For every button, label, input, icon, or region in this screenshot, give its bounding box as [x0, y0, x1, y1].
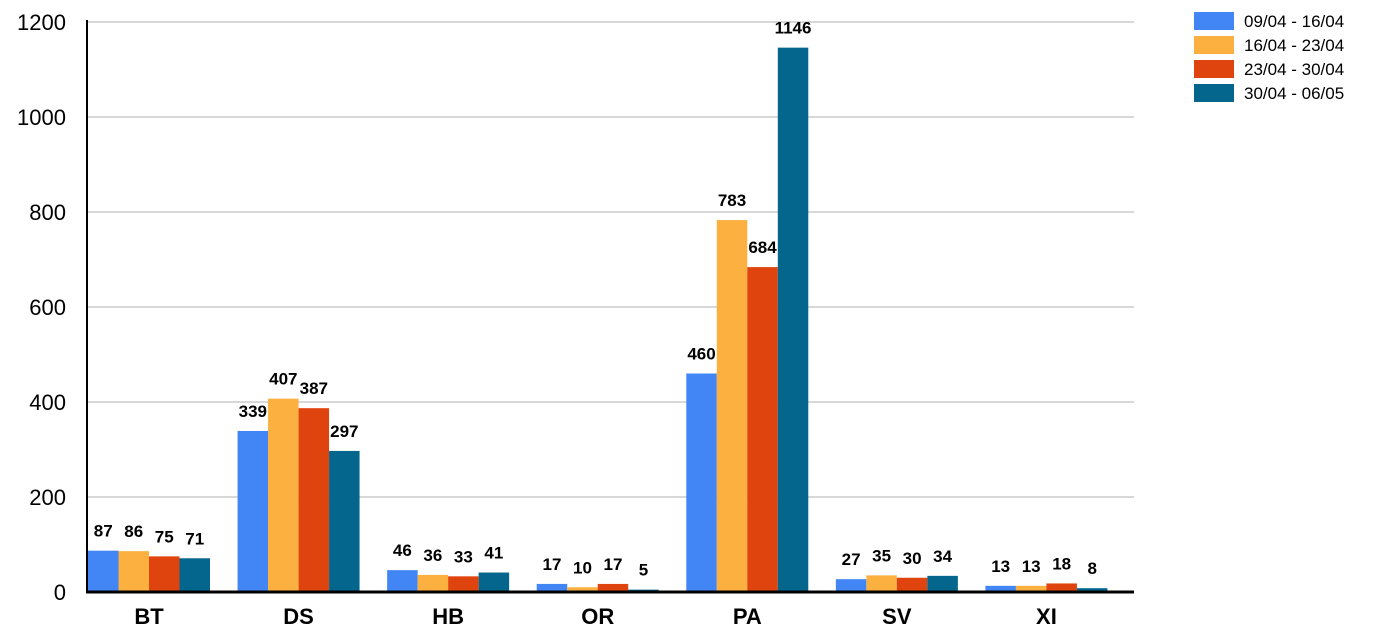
data-label: 8 [1087, 559, 1096, 578]
data-label: 34 [933, 547, 952, 566]
legend-swatch [1194, 36, 1234, 54]
data-label: 10 [573, 558, 592, 577]
bar-xi-series-2 [1015, 585, 1047, 592]
data-label: 18 [1052, 554, 1071, 573]
bar-or-series-1 [536, 583, 568, 592]
x-category-label: XI [1036, 604, 1057, 629]
bar-xi-series-3 [1046, 583, 1077, 592]
data-label: 46 [393, 541, 412, 560]
y-tick-labels: 0 200 400 600 800 1000 1200 [17, 10, 66, 605]
bar-hb-series-4 [478, 572, 510, 592]
x-category-label: DS [283, 604, 314, 629]
bar-ds-series-4 [329, 450, 360, 592]
bar-sv-series-2 [866, 575, 897, 592]
y-tick-label: 800 [29, 200, 66, 225]
data-label: 1146 [775, 19, 812, 38]
data-label: 86 [124, 522, 143, 541]
data-label: 17 [604, 555, 623, 574]
data-label: 33 [454, 547, 473, 566]
legend-label: 16/04 - 23/04 [1244, 36, 1344, 55]
data-label: 13 [1022, 557, 1041, 576]
bar-ds-series-1 [237, 430, 269, 592]
bar-ds-series-2 [268, 398, 299, 592]
legend-swatch [1194, 60, 1234, 78]
data-label: 5 [639, 561, 648, 580]
y-tick-label: 1000 [17, 105, 66, 130]
bar-hb-series-2 [417, 574, 449, 592]
legend-label: 30/04 - 06/05 [1244, 84, 1344, 103]
data-label: 27 [842, 550, 861, 569]
x-category-labels: BT DS HB OR PA SV XI [134, 604, 1056, 629]
x-category-label: PA [733, 604, 762, 629]
bar-ds-series-3 [298, 408, 330, 592]
bar-bt-series-1 [88, 550, 119, 592]
bar-or-series-3 [597, 583, 629, 592]
data-label: 684 [748, 238, 777, 257]
data-label: 339 [239, 402, 267, 421]
y-tick-label: 0 [54, 580, 66, 605]
data-label: 387 [300, 379, 328, 398]
bar-xi-series-4 [1076, 588, 1108, 592]
legend-swatch [1194, 12, 1234, 30]
data-label: 30 [903, 549, 922, 568]
data-label: 17 [543, 555, 562, 574]
data-label: 71 [185, 529, 204, 548]
grid-lines [87, 21, 1134, 498]
y-tick-label: 200 [29, 485, 66, 510]
x-category-label: OR [581, 604, 614, 629]
data-label: 297 [330, 422, 358, 441]
bar-bt-series-2 [118, 551, 149, 592]
data-label: 41 [484, 544, 503, 563]
y-tick-label: 1200 [17, 10, 66, 35]
bar-pa-series-3 [747, 267, 778, 592]
bar-pa-series-2 [716, 220, 748, 592]
x-category-label: BT [134, 604, 164, 629]
x-category-label: SV [882, 604, 912, 629]
legend-label: 23/04 - 30/04 [1244, 60, 1344, 79]
legend: 09/04 - 16/04 16/04 - 23/04 23/04 - 30/04 3… [1194, 12, 1344, 103]
x-category-label: HB [432, 604, 464, 629]
bar-xi-series-1 [985, 585, 1016, 592]
data-label: 13 [991, 557, 1010, 576]
bar-sv-series-1 [835, 579, 867, 592]
bar-or-series-2 [567, 587, 598, 592]
y-tick-label: 600 [29, 295, 66, 320]
data-label: 75 [155, 527, 174, 546]
bar-bt-series-4 [179, 558, 210, 592]
bar-pa-series-4 [777, 47, 809, 592]
bar-bt-series-3 [149, 556, 180, 592]
y-tick-label: 400 [29, 390, 66, 415]
data-label: 407 [269, 370, 297, 389]
legend-swatch [1194, 84, 1234, 102]
bar-hb-series-3 [448, 576, 479, 592]
axes [86, 20, 1134, 594]
bar-pa-series-1 [686, 373, 717, 592]
bars [88, 47, 1108, 592]
data-label: 87 [94, 522, 113, 541]
bar-sv-series-4 [927, 575, 958, 592]
data-label: 35 [872, 546, 891, 565]
data-label: 460 [687, 345, 715, 364]
data-label: 783 [718, 191, 746, 210]
legend-label: 09/04 - 16/04 [1244, 12, 1344, 31]
bar-sv-series-3 [896, 577, 928, 592]
bar-hb-series-1 [387, 570, 418, 592]
data-label: 36 [423, 546, 442, 565]
